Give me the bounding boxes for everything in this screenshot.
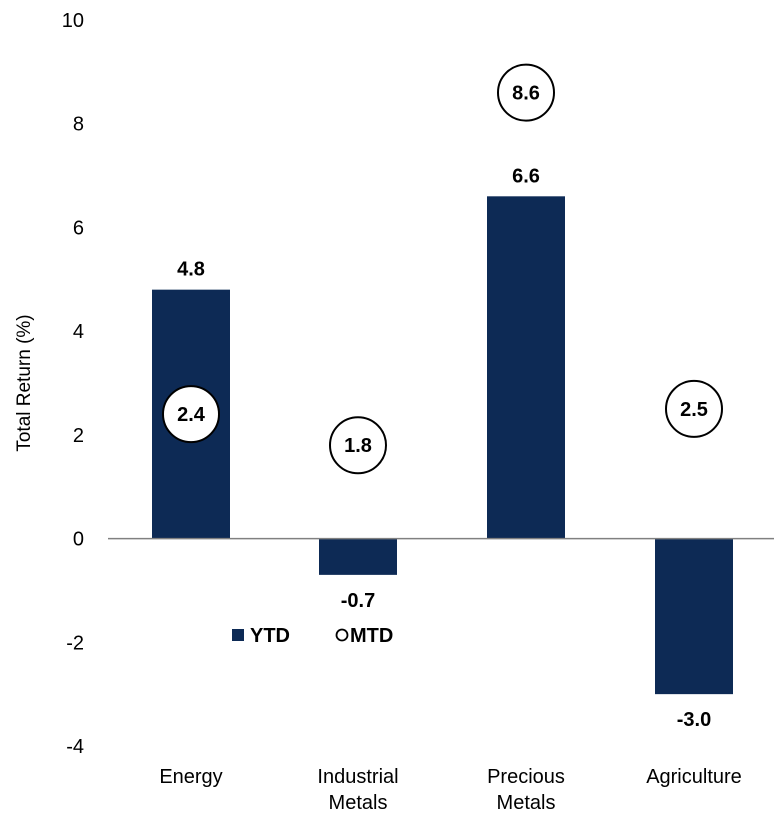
bar-ytd-2	[487, 196, 565, 539]
y-axis-label: Total Return (%)	[14, 314, 35, 451]
x-tick-label: Metals	[497, 792, 556, 814]
data-label-mtd: 8.6	[512, 83, 540, 105]
y-tick-label: -4	[66, 736, 84, 758]
x-tick-label: Metals	[329, 792, 388, 814]
data-label-ytd: -0.7	[341, 590, 375, 612]
data-label-mtd: 2.4	[177, 404, 206, 426]
mtd-marker-0	[162, 385, 220, 444]
bar-ytd-3	[655, 538, 733, 695]
legend-ytd-label: YTD	[250, 625, 290, 647]
legend-ytd-swatch	[232, 629, 244, 641]
y-tick-label: 4	[73, 321, 84, 343]
data-label-ytd: 6.6	[512, 165, 540, 187]
mtd-marker-2	[497, 63, 555, 122]
y-tick-label: 6	[73, 217, 84, 239]
x-tick-label: Industrial	[317, 766, 398, 788]
legend-mtd-label: MTD	[350, 625, 393, 647]
mtd-marker-1	[329, 416, 387, 475]
y-tick-label: 10	[62, 10, 84, 32]
mtd-marker-3	[665, 379, 723, 438]
y-tick-label: -2	[66, 632, 84, 654]
x-tick-label: Energy	[159, 766, 222, 788]
y-tick-label: 2	[73, 425, 84, 447]
x-tick-label: Agriculture	[646, 766, 742, 788]
y-tick-label: 8	[73, 114, 84, 136]
legend-mtd-marker	[335, 628, 349, 642]
bar-ytd-1	[319, 538, 397, 575]
data-label-mtd: 1.8	[344, 435, 372, 457]
data-label-ytd: 4.8	[177, 259, 205, 281]
data-label-ytd: -3.0	[677, 709, 711, 731]
data-label-mtd: 2.5	[680, 399, 708, 421]
x-tick-label: Precious	[487, 766, 565, 788]
y-tick-label: 0	[73, 529, 84, 551]
